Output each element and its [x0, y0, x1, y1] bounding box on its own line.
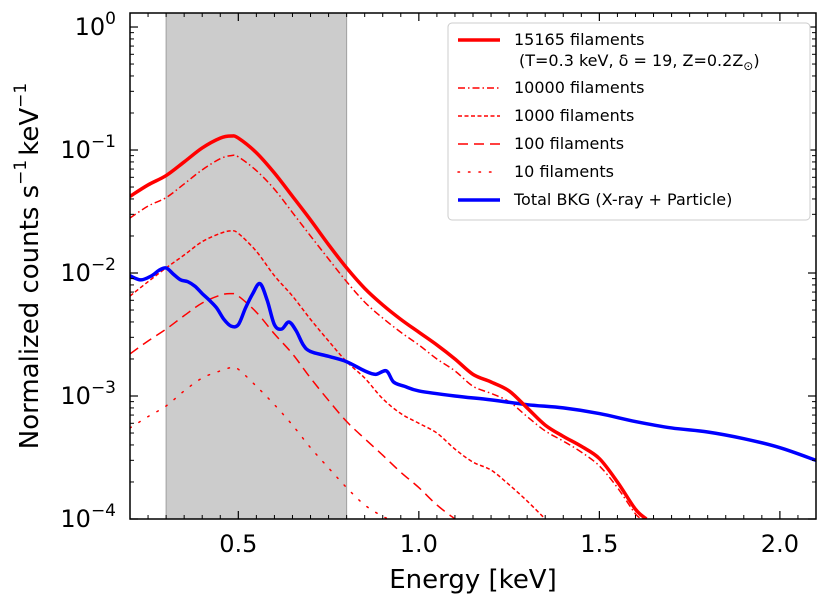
y-tick-exponent: 0	[105, 9, 116, 29]
y-tick-label: 10−2	[60, 255, 116, 287]
y-tick-base: 10	[60, 136, 91, 164]
y-tick-base: 10	[75, 13, 106, 41]
legend-frame	[447, 22, 811, 221]
y-tick-base: 10	[60, 382, 91, 410]
legend-params-sun-symbol: ⊙	[743, 59, 753, 73]
legend-label-10: 10 filaments	[514, 162, 614, 181]
x-tick-label: 1.0	[400, 530, 438, 558]
y-axis-title-main: Normalized counts s	[15, 185, 45, 449]
series-line-0	[130, 134, 648, 519]
x-axis-title: Energy [keV]	[389, 565, 557, 595]
y-tick-exponent: −3	[91, 378, 116, 398]
y-axis-title: Normalized counts s−1keV−1	[11, 83, 45, 449]
y-tick-label: 100	[75, 9, 116, 41]
y-tick-exponent: −4	[91, 501, 116, 521]
y-axis-title-exp2: −1	[11, 83, 31, 108]
legend-params-end: )	[753, 51, 759, 70]
legend-label-100: 100 filaments	[514, 134, 624, 153]
series-line-2	[130, 230, 546, 519]
y-tick-label: 10−1	[60, 132, 116, 164]
series-line-4	[130, 366, 391, 519]
x-tick-label: 0.5	[219, 530, 257, 558]
x-tick-label: 1.5	[580, 530, 618, 558]
legend-label-15165-params: (T=0.3 keV, δ = 19, Z=0.2Z⊙)	[519, 51, 760, 73]
legend-label-10000: 10000 filaments	[514, 78, 645, 97]
series-line-5	[130, 266, 816, 462]
legend-label-15165: 15165 filaments	[514, 30, 645, 49]
y-tick-label: 10−4	[60, 501, 116, 533]
legend-label-bkg: Total BKG (X-ray + Particle)	[513, 190, 732, 209]
series-line-1	[130, 154, 644, 519]
y-tick-base: 10	[60, 259, 91, 287]
y-tick-label: 10−3	[60, 378, 116, 410]
legend-label-1000: 1000 filaments	[514, 106, 634, 125]
legend-params-text: (T=0.3 keV, δ = 19, Z=0.2Z	[519, 51, 743, 70]
series-line-3	[130, 292, 456, 519]
y-tick-exponent: −2	[91, 255, 116, 275]
x-tick-label: 2.0	[761, 530, 799, 558]
y-axis-title-unit: keV	[15, 108, 45, 156]
shaded-energy-band	[165, 13, 348, 519]
y-axis-title-exp1: −1	[11, 160, 31, 185]
legend: 15165 filaments (T=0.3 keV, δ = 19, Z=0.…	[447, 22, 811, 221]
y-tick-exponent: −1	[91, 132, 116, 152]
y-tick-base: 10	[60, 505, 91, 533]
